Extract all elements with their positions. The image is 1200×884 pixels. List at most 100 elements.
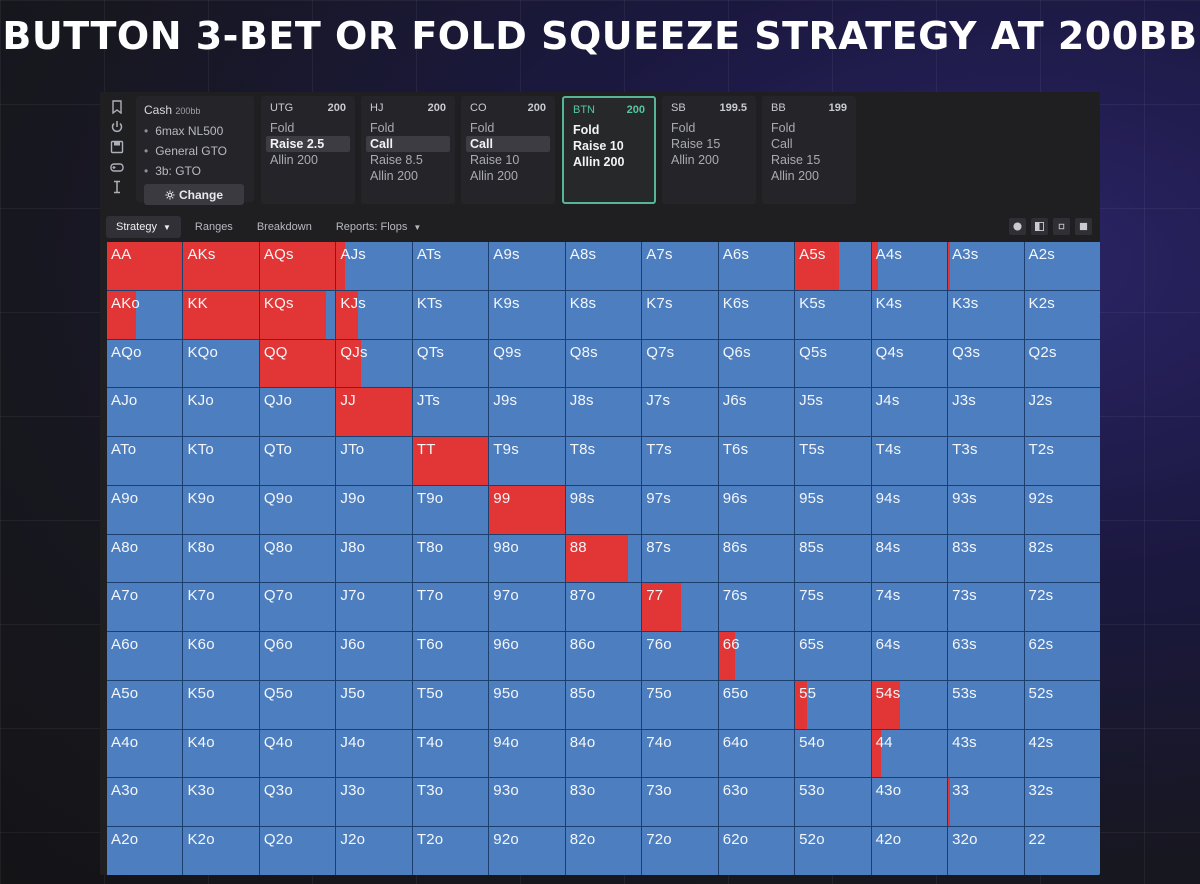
hand-cell[interactable]: J7s	[642, 388, 718, 437]
hand-cell[interactable]: A3s	[948, 242, 1024, 290]
hand-cell[interactable]: K8o	[183, 534, 259, 583]
hand-cell[interactable]: 76o	[642, 632, 718, 680]
hand-cell[interactable]: A8o	[107, 534, 183, 583]
hand-cell[interactable]: K5s	[795, 290, 871, 339]
tab-breakdown[interactable]: Breakdown	[247, 216, 322, 238]
hand-cell[interactable]: AJs	[336, 242, 412, 290]
hand-cell[interactable]: AQo	[107, 339, 183, 388]
hand-cell[interactable]: 65s	[795, 632, 871, 680]
hand-cell[interactable]: 84o	[565, 729, 642, 778]
hand-cell[interactable]: 32o	[948, 827, 1024, 875]
hand-cell[interactable]: 75s	[795, 583, 871, 632]
action-option[interactable]: Call	[466, 136, 550, 152]
hand-cell[interactable]: J5s	[795, 388, 871, 437]
hand-cell[interactable]: K7s	[642, 290, 718, 339]
hand-cell[interactable]: 74o	[642, 729, 718, 778]
hand-cell[interactable]: QTs	[412, 339, 489, 388]
hand-cell[interactable]: 32s	[1024, 778, 1100, 827]
hand-cell[interactable]: T6s	[718, 437, 795, 485]
hand-cell[interactable]: JTo	[336, 437, 412, 485]
hand-cell[interactable]: 72o	[642, 827, 718, 875]
hand-cell[interactable]: 99	[489, 485, 565, 534]
hand-cell[interactable]: K2o	[183, 827, 259, 875]
hand-cell[interactable]: 87s	[642, 534, 718, 583]
hand-cell[interactable]: K6s	[718, 290, 795, 339]
hand-cell[interactable]: KTo	[183, 437, 259, 485]
position-card-sb[interactable]: SB 199.5 Fold Raise 15 Allin 200	[662, 96, 756, 204]
hand-cell[interactable]: AKo	[107, 290, 183, 339]
action-option[interactable]: Call	[366, 136, 450, 152]
hand-cell[interactable]: 44	[871, 729, 948, 778]
action-option[interactable]: Fold	[370, 121, 395, 135]
action-option[interactable]: Allin 200	[270, 153, 318, 167]
position-card-bb[interactable]: BB 199 Fold Call Raise 15 Allin 200	[762, 96, 856, 204]
hand-cell[interactable]: A9o	[107, 485, 183, 534]
action-option[interactable]: Call	[771, 137, 793, 151]
hand-cell[interactable]: QJo	[259, 388, 336, 437]
hand-cell[interactable]: 83o	[565, 778, 642, 827]
hand-cell[interactable]: 96s	[718, 485, 795, 534]
hand-cell[interactable]: Q9s	[489, 339, 565, 388]
hand-cell[interactable]: 33	[948, 778, 1024, 827]
hand-cell[interactable]: K2s	[1024, 290, 1100, 339]
small-square-icon[interactable]	[1053, 218, 1070, 235]
hand-cell[interactable]: KJo	[183, 388, 259, 437]
hand-cell[interactable]: 54o	[795, 729, 871, 778]
hand-cell[interactable]: A3o	[107, 778, 183, 827]
hand-cell[interactable]: Q7s	[642, 339, 718, 388]
hand-cell[interactable]: K8s	[565, 290, 642, 339]
hand-cell[interactable]: J3o	[336, 778, 412, 827]
hand-cell[interactable]: 64s	[871, 632, 948, 680]
hand-cell[interactable]: K7o	[183, 583, 259, 632]
hand-cell[interactable]: T5s	[795, 437, 871, 485]
hand-cell[interactable]: T3o	[412, 778, 489, 827]
hand-cell[interactable]: J3s	[948, 388, 1024, 437]
hand-cell[interactable]: J8s	[565, 388, 642, 437]
hand-cell[interactable]: J6s	[718, 388, 795, 437]
action-option[interactable]: Raise 8.5	[370, 153, 423, 167]
hand-cell[interactable]: 63o	[718, 778, 795, 827]
hand-cell[interactable]: 93s	[948, 485, 1024, 534]
tab-strategy[interactable]: Strategy ▼	[106, 216, 181, 238]
hand-cell[interactable]: 85o	[565, 680, 642, 729]
action-option[interactable]: Raise 10	[573, 139, 624, 153]
hand-cell[interactable]: T3s	[948, 437, 1024, 485]
hand-cell[interactable]: 52s	[1024, 680, 1100, 729]
pie-chart-icon[interactable]	[1009, 218, 1026, 235]
change-button[interactable]: Change	[144, 184, 244, 205]
action-option[interactable]: Raise 2.5	[266, 136, 350, 152]
hand-cell[interactable]: 86o	[565, 632, 642, 680]
hand-cell[interactable]: J7o	[336, 583, 412, 632]
hand-cell[interactable]: 77	[642, 583, 718, 632]
hand-cell[interactable]: J2s	[1024, 388, 1100, 437]
hand-cell[interactable]: 65o	[718, 680, 795, 729]
hand-cell[interactable]: 52o	[795, 827, 871, 875]
hand-cell[interactable]: AKs	[183, 242, 259, 290]
hand-cell[interactable]: T2o	[412, 827, 489, 875]
hand-cell[interactable]: 88	[565, 534, 642, 583]
hand-cell[interactable]: A9s	[489, 242, 565, 290]
hand-cell[interactable]: 42o	[871, 827, 948, 875]
hand-cell[interactable]: A2o	[107, 827, 183, 875]
hand-cell[interactable]: QQ	[259, 339, 336, 388]
position-card-btn[interactable]: BTN 200 Fold Raise 10 Allin 200	[562, 96, 656, 204]
hand-cell[interactable]: KJs	[336, 290, 412, 339]
hand-cell[interactable]: K6o	[183, 632, 259, 680]
hand-cell[interactable]: 94o	[489, 729, 565, 778]
hand-cell[interactable]: 43o	[871, 778, 948, 827]
hand-cell[interactable]: 62s	[1024, 632, 1100, 680]
hand-cell[interactable]: T4s	[871, 437, 948, 485]
hand-cell[interactable]: K9s	[489, 290, 565, 339]
hand-cell[interactable]: T7o	[412, 583, 489, 632]
hand-cell[interactable]: AQs	[259, 242, 336, 290]
hand-cell[interactable]: J9o	[336, 485, 412, 534]
hand-cell[interactable]: 75o	[642, 680, 718, 729]
hand-cell[interactable]: 22	[1024, 827, 1100, 875]
hand-cell[interactable]: A2s	[1024, 242, 1100, 290]
hand-cell[interactable]: ATo	[107, 437, 183, 485]
text-cursor-icon[interactable]	[110, 180, 124, 194]
hand-cell[interactable]: KK	[183, 290, 259, 339]
hand-cell[interactable]: KQo	[183, 339, 259, 388]
action-option[interactable]: Allin 200	[370, 169, 418, 183]
hand-cell[interactable]: A5s	[795, 242, 871, 290]
